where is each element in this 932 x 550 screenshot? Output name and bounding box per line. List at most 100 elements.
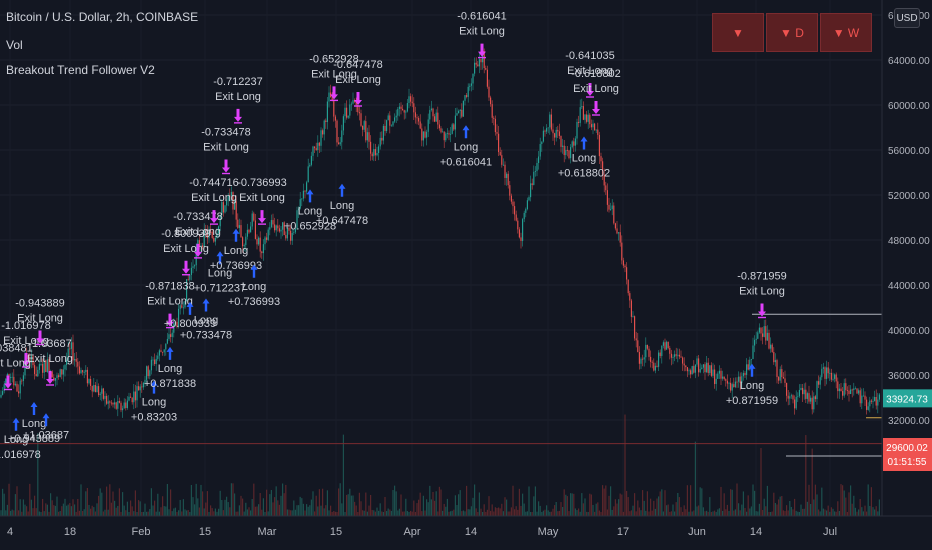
candle-body <box>69 348 71 350</box>
candle-body <box>571 141 573 148</box>
candle-body <box>720 370 722 379</box>
time-tick-label: 4 <box>7 526 13 538</box>
volume-bar <box>408 511 410 516</box>
volume-bar <box>528 486 530 516</box>
volume-bar <box>304 510 306 516</box>
candle-body <box>254 220 256 239</box>
volume-bar <box>488 496 490 516</box>
exit-value: -0.733478 <box>173 211 223 223</box>
volume-bar <box>867 484 869 516</box>
candle-body <box>421 128 423 141</box>
candle-body <box>232 192 234 210</box>
candle-body <box>387 115 389 121</box>
volume-bar <box>502 511 504 516</box>
candle-body <box>830 372 832 380</box>
long-value: +0.736993 <box>210 260 262 272</box>
volume-bar <box>691 511 693 516</box>
volume-bar <box>187 510 189 516</box>
strategy-indicator-label[interactable]: Breakout Trend Follower V2 <box>6 63 155 77</box>
candle-body <box>502 164 504 166</box>
candle-body <box>750 358 752 360</box>
long-label: Long <box>330 200 354 212</box>
candle-body <box>789 396 791 399</box>
volume-bar <box>416 503 418 516</box>
time-tick-label: Apr <box>403 526 420 538</box>
volume-bar <box>5 510 7 516</box>
candle-body <box>21 380 23 382</box>
candle-body <box>638 352 640 364</box>
candle-body <box>610 208 612 210</box>
volume-bar <box>83 509 85 516</box>
exit-arrow <box>354 92 362 105</box>
candle-body <box>88 379 90 384</box>
long-entry-arrow <box>306 189 314 203</box>
candle-body <box>691 366 693 375</box>
volume-bar <box>584 498 586 516</box>
volume-bar <box>427 502 429 516</box>
volume-bar <box>853 495 855 516</box>
candle-body <box>838 388 840 392</box>
candle-body <box>605 185 607 191</box>
candle-body <box>448 133 450 135</box>
volume-bar <box>376 507 378 516</box>
volume-bar <box>450 511 452 516</box>
time-axis[interactable]: 4 18 Feb 15 Mar 15 Apr 14 May 17 Jun 14 Jul <box>7 526 837 538</box>
time-tick-label: 17 <box>617 526 629 538</box>
volume-bar <box>443 503 445 516</box>
candle-body <box>141 386 143 388</box>
candle-body <box>381 137 383 141</box>
candle-body <box>501 155 503 165</box>
candle-body <box>362 125 364 130</box>
candle-body <box>27 355 29 359</box>
volume-bar <box>106 486 108 516</box>
volume-bar <box>550 511 552 516</box>
candle-body <box>226 200 228 206</box>
candle-body <box>821 368 823 378</box>
candle-body <box>670 353 672 358</box>
long-entry-arrow <box>232 228 240 242</box>
volume-bar <box>141 511 143 516</box>
candle-body <box>814 396 816 400</box>
volume-bar <box>768 511 770 516</box>
candle-body <box>824 367 826 379</box>
volume-bar <box>672 504 674 516</box>
volume-bar <box>320 505 322 516</box>
candle-body <box>453 124 455 130</box>
candle-body <box>470 83 472 86</box>
volume-bar <box>645 510 647 516</box>
volume-bar <box>560 502 562 516</box>
candle-body <box>286 227 288 239</box>
volume-bar <box>422 495 424 516</box>
volume-bar <box>432 491 434 516</box>
volume-bar <box>211 508 213 516</box>
volume-bar <box>54 505 56 516</box>
candle-body <box>38 364 40 370</box>
candle-body <box>651 361 653 363</box>
volume-bar <box>157 493 159 516</box>
candle-body <box>450 133 452 135</box>
volume-bar <box>349 488 351 516</box>
exit-arrow <box>234 108 242 122</box>
long-entry-arrow <box>580 136 588 150</box>
volume-indicator-label[interactable]: Vol <box>6 38 23 52</box>
volume-bar <box>611 509 613 516</box>
volume-bar <box>219 490 221 516</box>
volume-bar <box>322 488 324 516</box>
candle-body <box>851 389 853 391</box>
volume-bar <box>501 503 503 516</box>
candle-body <box>640 358 642 364</box>
candle-body <box>43 360 45 373</box>
volume-bar <box>189 511 191 516</box>
volume-bar <box>547 510 549 516</box>
volume-bar <box>546 505 548 516</box>
volume-bar <box>570 493 572 516</box>
volume-bar <box>222 510 224 516</box>
candle-body <box>454 115 456 130</box>
volume-bar <box>203 508 205 516</box>
symbol-title[interactable]: Bitcoin / U.S. Dollar, 2h, COINBASE <box>6 10 199 24</box>
volume-bar <box>43 511 45 516</box>
volume-bar <box>555 501 557 516</box>
volume-bar <box>110 502 112 516</box>
currency-button[interactable]: USD <box>894 8 920 28</box>
